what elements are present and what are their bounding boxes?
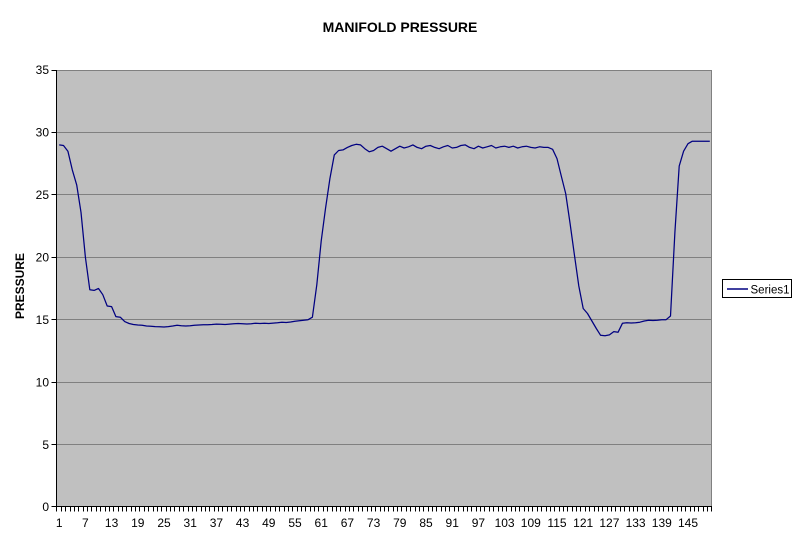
- svg-text:10: 10: [36, 375, 50, 389]
- svg-text:55: 55: [288, 516, 302, 530]
- svg-text:15: 15: [36, 313, 50, 327]
- svg-text:103: 103: [495, 516, 515, 530]
- svg-text:1: 1: [56, 516, 63, 530]
- svg-text:MANIFOLD PRESSURE: MANIFOLD PRESSURE: [323, 19, 478, 35]
- svg-text:109: 109: [521, 516, 541, 530]
- svg-text:79: 79: [393, 516, 407, 530]
- svg-text:43: 43: [236, 516, 250, 530]
- svg-text:97: 97: [472, 516, 486, 530]
- svg-text:13: 13: [105, 516, 119, 530]
- svg-text:139: 139: [652, 516, 672, 530]
- svg-text:49: 49: [262, 516, 276, 530]
- svg-text:5: 5: [42, 438, 49, 452]
- svg-text:115: 115: [547, 516, 566, 530]
- svg-text:19: 19: [131, 516, 145, 530]
- svg-text:145: 145: [678, 516, 698, 530]
- svg-text:25: 25: [36, 188, 50, 202]
- svg-text:0: 0: [42, 500, 49, 514]
- svg-text:25: 25: [157, 516, 171, 530]
- svg-text:127: 127: [599, 516, 619, 530]
- svg-text:67: 67: [341, 516, 355, 530]
- svg-text:91: 91: [446, 516, 460, 530]
- svg-text:PRESSURE: PRESSURE: [13, 253, 27, 319]
- svg-text:61: 61: [315, 516, 329, 530]
- svg-text:85: 85: [419, 516, 433, 530]
- svg-text:73: 73: [367, 516, 381, 530]
- svg-text:37: 37: [210, 516, 224, 530]
- svg-text:121: 121: [573, 516, 593, 530]
- svg-text:7: 7: [82, 516, 89, 530]
- svg-text:Series1: Series1: [751, 284, 790, 296]
- svg-text:30: 30: [36, 126, 50, 140]
- svg-text:20: 20: [36, 251, 50, 265]
- svg-text:31: 31: [184, 516, 198, 530]
- svg-text:35: 35: [36, 63, 50, 77]
- svg-text:133: 133: [626, 516, 646, 530]
